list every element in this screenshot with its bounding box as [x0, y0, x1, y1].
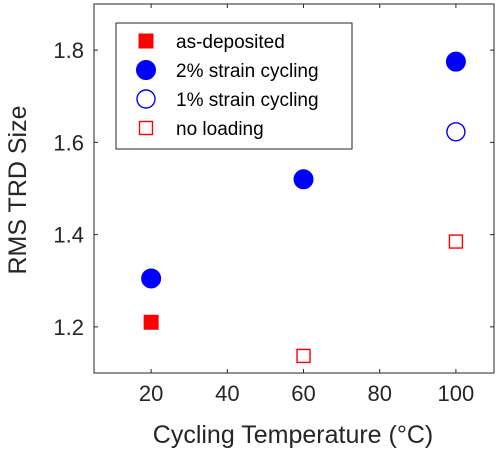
x-tick-label: 20 — [139, 381, 163, 406]
data-point — [296, 348, 311, 364]
data-marks — [141, 51, 466, 364]
x-tick-label: 80 — [367, 381, 391, 406]
legend-label: 1% strain cycling — [176, 90, 319, 111]
x-tick-label: 100 — [438, 381, 475, 406]
data-point — [446, 122, 466, 142]
data-point — [141, 268, 162, 289]
legend-marker — [138, 33, 154, 49]
y-axis-label: RMS TRD Size — [4, 105, 32, 274]
y-tick-label: 1.4 — [53, 223, 84, 248]
data-point — [445, 51, 466, 72]
legend-label: no loading — [176, 119, 264, 140]
data-point — [293, 169, 314, 190]
data-point — [448, 234, 464, 249]
x-axis-label: Cycling Temperature (°C) — [153, 421, 433, 449]
legend-marker — [136, 89, 156, 109]
x-tick-label: 60 — [291, 381, 315, 406]
data-point — [143, 314, 159, 330]
y-tick-label: 1.2 — [53, 315, 84, 340]
legend-label: as-deposited — [176, 32, 285, 53]
y-tick-label: 1.8 — [53, 38, 84, 63]
ticks: 20 40 60 80 100 1.2 1.4 1.6 1.8 — [53, 4, 494, 406]
legend-label: 2% strain cycling — [176, 61, 319, 82]
legend-marker — [138, 120, 154, 136]
legend-box — [115, 22, 353, 150]
y-tick-label: 1.6 — [53, 130, 84, 155]
legend: as-deposited 2% strain cycling 1% strain c… — [115, 22, 353, 150]
legend-marker — [136, 60, 156, 80]
x-tick-label: 40 — [215, 381, 239, 406]
